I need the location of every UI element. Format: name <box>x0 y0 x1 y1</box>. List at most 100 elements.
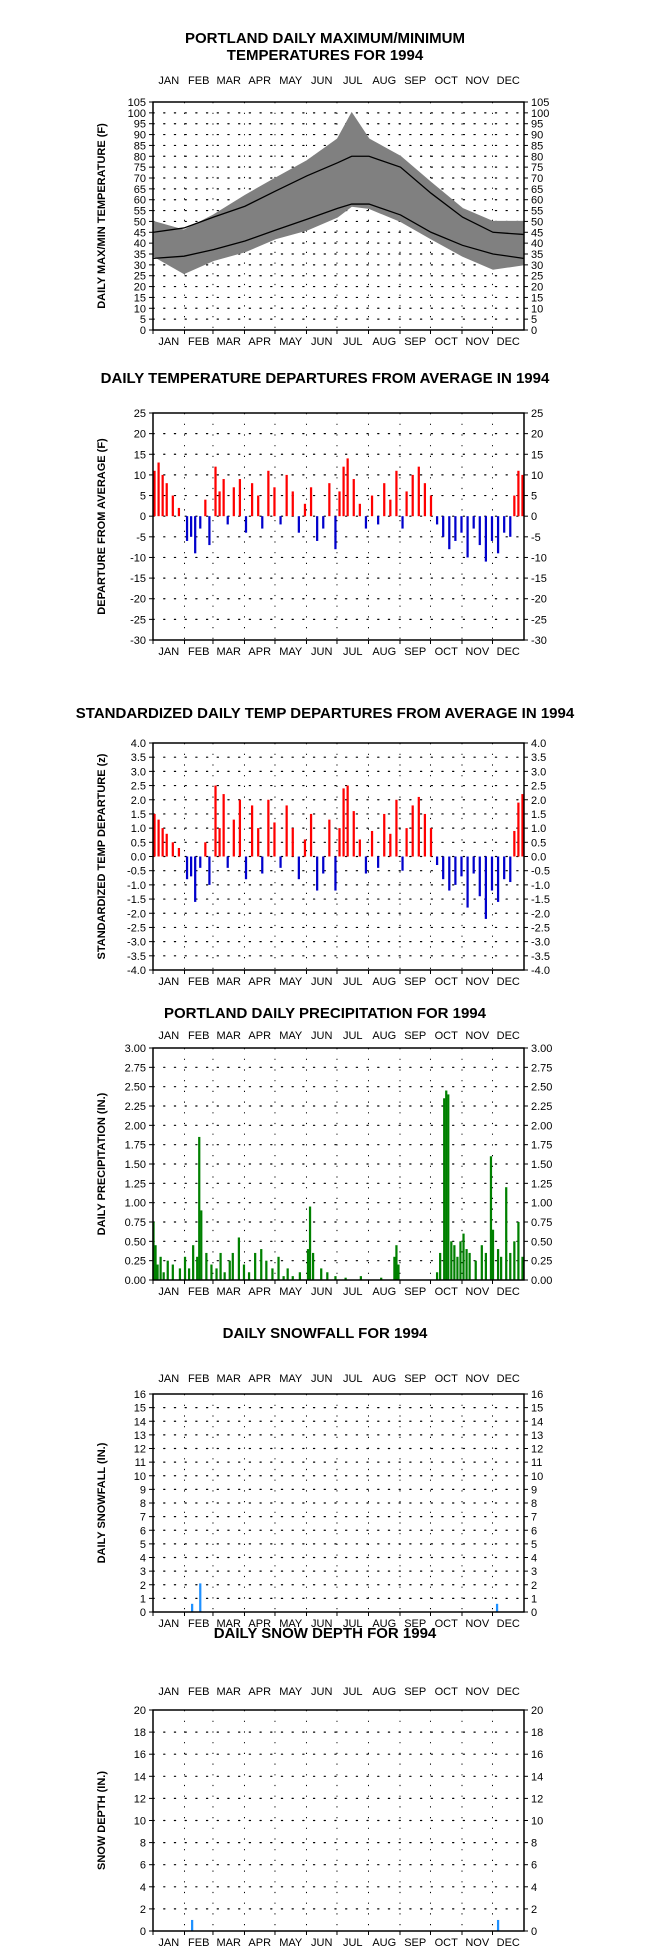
data-bar <box>232 819 235 857</box>
data-bar <box>298 1272 301 1280</box>
data-bar <box>205 1252 208 1280</box>
y-tick-label: 4 <box>140 1553 146 1565</box>
data-bar <box>196 1256 199 1280</box>
data-bar <box>297 516 300 533</box>
chart-title: PORTLAND DAILY MAXIMUM/MINIMUM TEMPERATU… <box>0 30 650 64</box>
y-tick-label: 12 <box>134 1793 146 1805</box>
precipitation-panel: PORTLAND DAILY PRECIPITATION FOR 1994 0.… <box>0 1005 650 1325</box>
data-bar <box>308 1206 312 1280</box>
y-tick-label: -3.0 <box>127 937 146 949</box>
data-bar <box>242 1264 246 1280</box>
data-bar <box>189 856 193 877</box>
data-bar <box>405 828 408 857</box>
y-tick-label: 65 <box>134 184 146 196</box>
data-bar <box>468 1252 471 1280</box>
data-bar <box>377 856 380 868</box>
y-tick-label: -3.5 <box>531 951 550 963</box>
data-marks <box>191 1583 499 1612</box>
y-tick-label: 2.00 <box>125 1120 146 1132</box>
data-bar <box>456 1256 459 1280</box>
month-labels: JAN FEB MAR APR MAY JUN JUL AUG SEP OCT NOV DEC <box>158 976 520 988</box>
y-tick-label: 2.0 <box>531 795 546 807</box>
snow-depth-panel: DAILY SNOW DEPTH FOR 1994 0 0 2 2 4 4 6 6 8 8 10 10… <box>0 1625 650 1946</box>
data-bar <box>153 470 156 517</box>
data-bar <box>521 474 524 517</box>
month-label: AUG <box>372 1937 396 1946</box>
month-label: NOV <box>465 1618 490 1630</box>
data-bar <box>189 516 193 537</box>
data-bar <box>509 516 512 537</box>
data-bar <box>460 516 463 533</box>
y-tick-label: 0.50 <box>125 1236 146 1248</box>
month-label: MAR <box>216 75 241 87</box>
data-bar <box>328 483 331 517</box>
y-tick-label: 0.5 <box>131 837 146 849</box>
y-tick-label: 1.25 <box>531 1178 552 1190</box>
y-tick-label: -3.5 <box>127 951 146 963</box>
y-tick-label: 35 <box>531 249 543 261</box>
y-tick-label: 0.25 <box>531 1256 552 1268</box>
y-axis-label: DAILY MAX/MIN TEMPERATURE (F) <box>96 123 108 309</box>
month-label: MAR <box>216 1937 241 1946</box>
y-tick-label: 18 <box>531 1727 543 1739</box>
data-bar <box>279 856 282 868</box>
y-tick-label: 2.25 <box>125 1101 146 1113</box>
y-tick-label: 2.75 <box>531 1062 552 1074</box>
y-tick-labels: 0 0 2 2 4 4 6 6 8 8 10 10 12 12 14 14 16 16 18 18 20 20 <box>134 1705 544 1938</box>
y-tick-label: 5 <box>140 1539 146 1551</box>
month-label: MAY <box>279 1618 303 1630</box>
month-label: MAY <box>279 976 303 988</box>
month-label: JAN <box>158 1618 179 1630</box>
data-bar <box>338 828 341 857</box>
data-bar <box>484 1252 488 1280</box>
data-bar <box>389 499 392 517</box>
y-tick-label: 1.75 <box>125 1140 146 1152</box>
month-label: JUN <box>311 1686 332 1698</box>
data-bar <box>443 1098 446 1280</box>
y-tick-label: -2.5 <box>127 922 146 934</box>
y-tick-label: 20 <box>531 429 543 441</box>
data-bar <box>303 839 307 857</box>
month-label: MAR <box>216 336 241 348</box>
data-bar <box>309 487 313 517</box>
data-bar <box>509 1252 512 1280</box>
y-tick-label: -25 <box>531 614 547 626</box>
month-label: OCT <box>435 75 459 87</box>
data-bar <box>513 495 516 517</box>
data-bar <box>448 856 451 891</box>
month-label: AUG <box>372 646 396 658</box>
month-label: JUL <box>343 1373 363 1385</box>
month-label: AUG <box>372 1686 396 1698</box>
data-bar <box>490 856 494 891</box>
month-label: FEB <box>188 1030 209 1042</box>
month-label: OCT <box>435 1618 459 1630</box>
data-bar <box>223 1272 226 1280</box>
month-label: MAY <box>279 646 303 658</box>
y-tick-label: 10 <box>531 470 543 482</box>
y-tick-label: 13 <box>134 1430 146 1442</box>
y-axis-label: DEPARTURE FROM AVERAGE (F) <box>96 438 108 615</box>
y-tick-label: 10 <box>531 303 543 315</box>
data-bar <box>297 856 300 880</box>
data-bar <box>226 516 229 525</box>
y-tick-label: 0.0 <box>531 852 546 864</box>
data-bar <box>286 1268 289 1280</box>
data-marks <box>153 111 524 275</box>
chart-title: PORTLAND DAILY PRECIPITATION FOR 1994 <box>164 1005 486 1022</box>
y-tick-label: 0 <box>140 511 146 523</box>
y-tick-label: 15 <box>531 449 543 461</box>
data-bar <box>260 1249 263 1280</box>
data-bar <box>222 479 225 517</box>
y-tick-labels: -4.0 -4.0 -3.5 -3.5 -3.0 -3.0 -2.5 -2.5 -2.0 -2.0… <box>127 738 550 977</box>
y-tick-label: 15 <box>531 292 543 304</box>
month-label: MAR <box>216 1373 241 1385</box>
month-label: OCT <box>435 1686 459 1698</box>
data-bar <box>474 1260 477 1280</box>
month-label: SEP <box>404 1618 426 1630</box>
month-label: JUN <box>311 1286 332 1298</box>
data-bar <box>198 1136 201 1280</box>
month-label: NOV <box>465 1686 490 1698</box>
data-bar <box>417 796 420 857</box>
